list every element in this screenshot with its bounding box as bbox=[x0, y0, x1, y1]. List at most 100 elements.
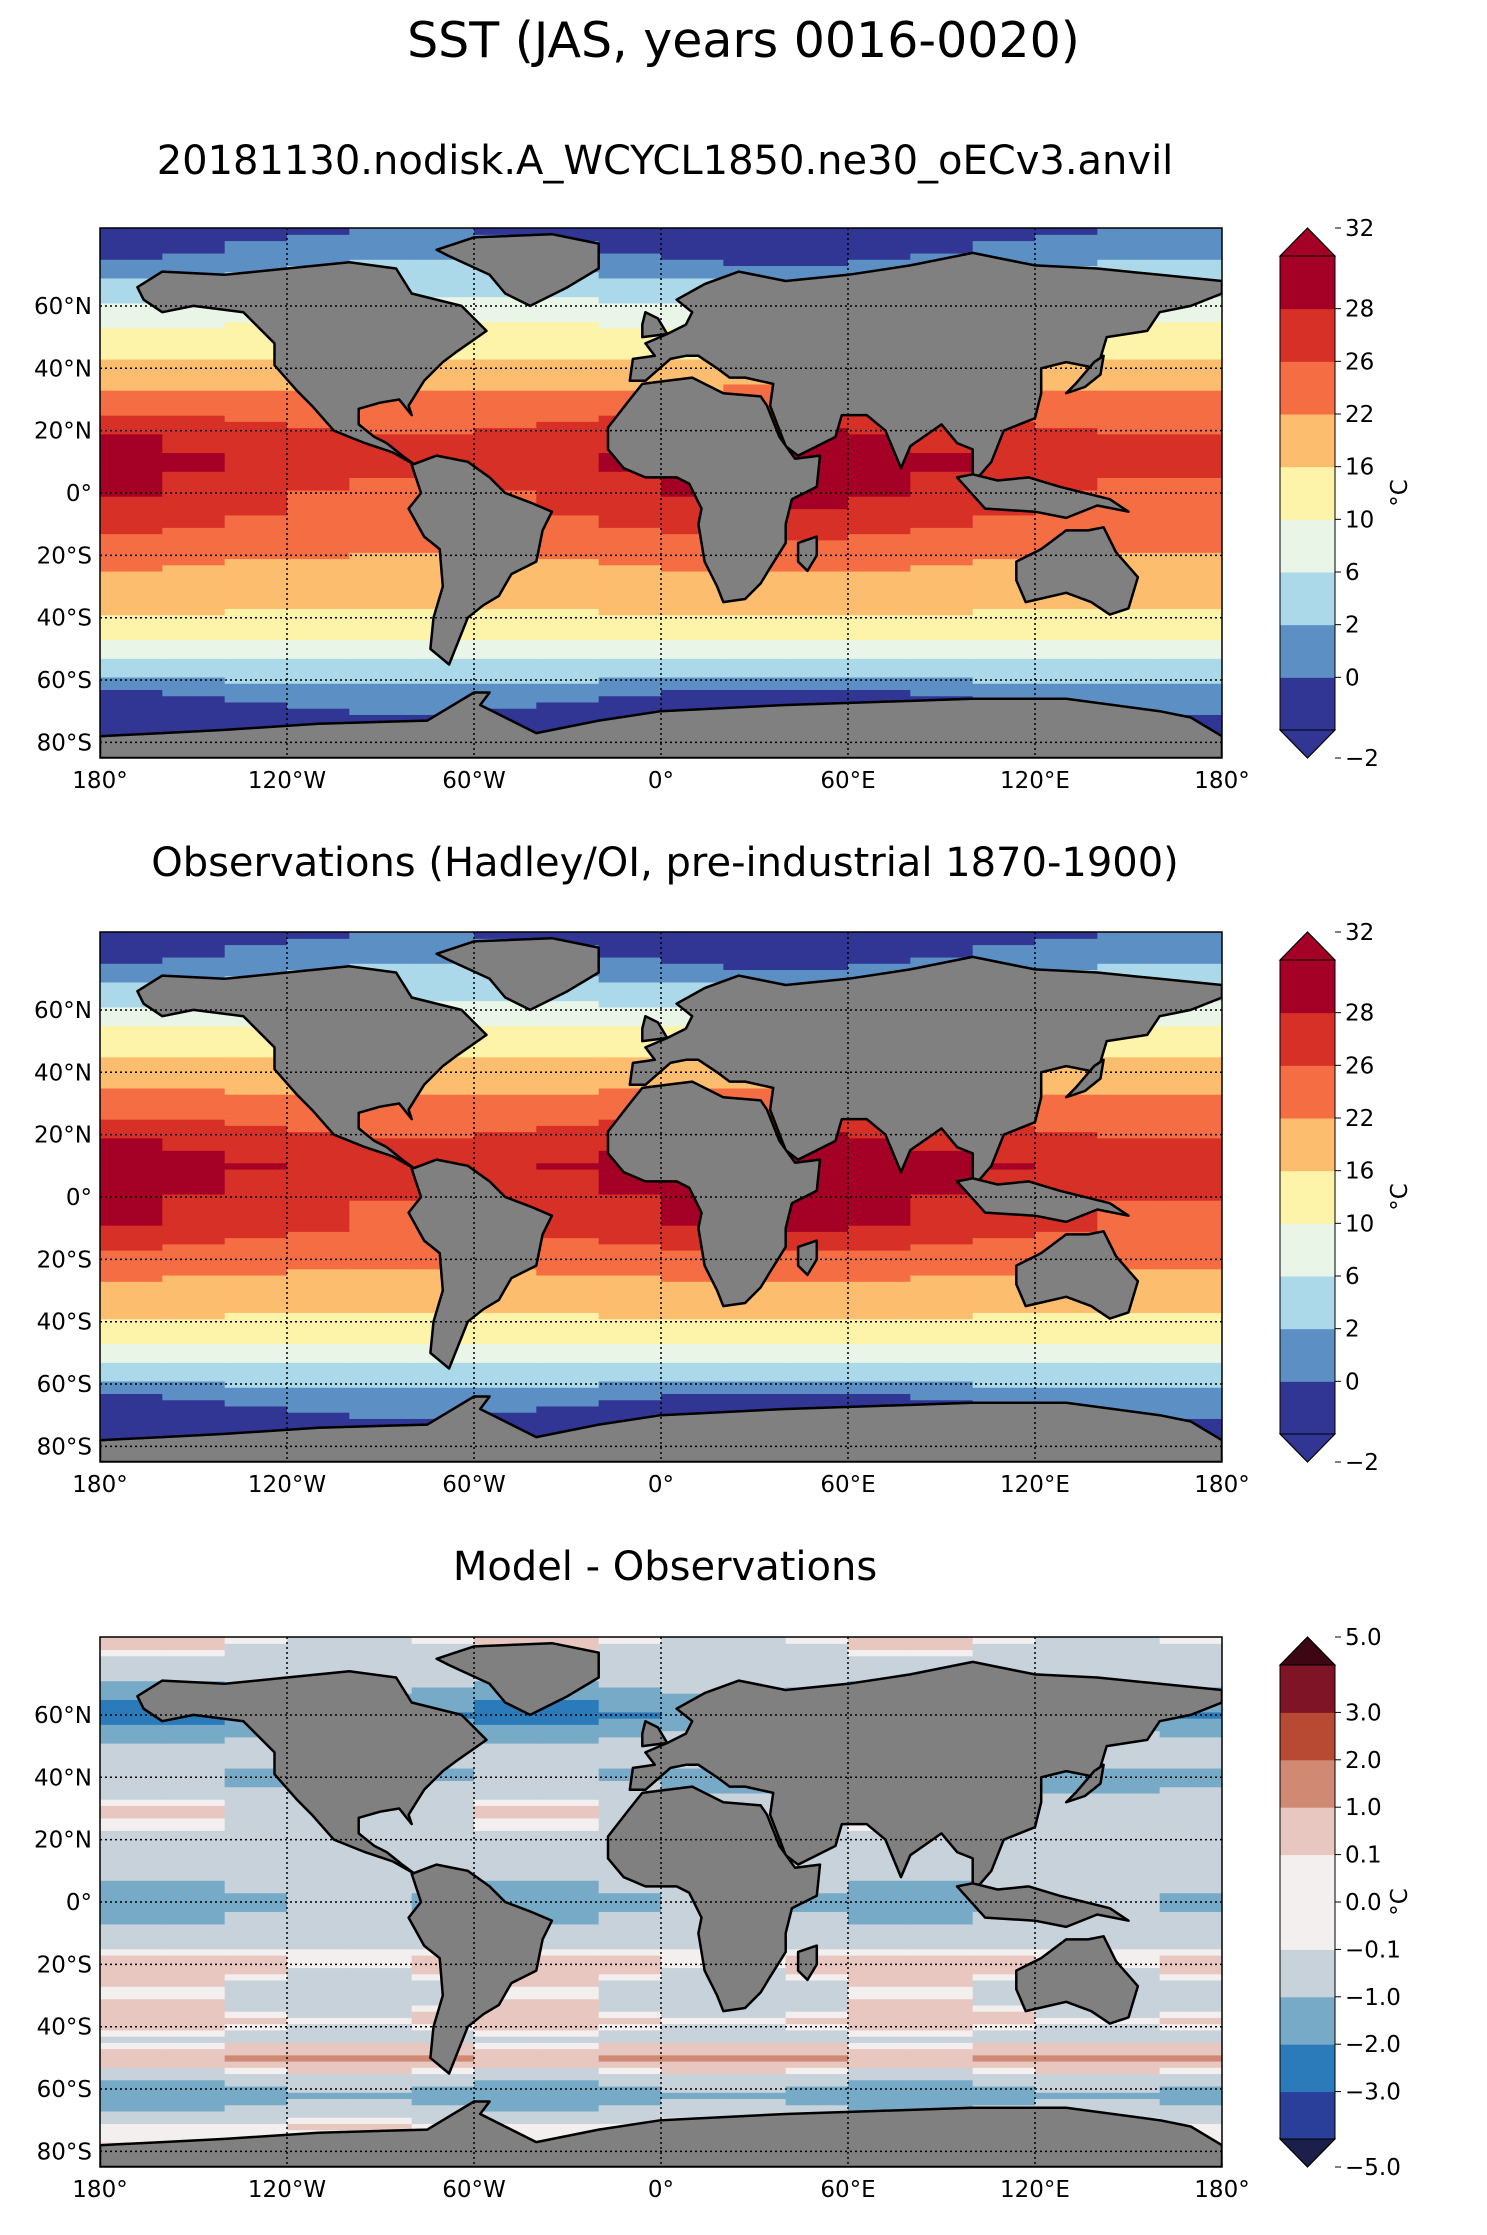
sst-cell bbox=[1097, 259, 1161, 267]
sst-cell bbox=[100, 1817, 163, 1825]
sst-cell bbox=[474, 1312, 537, 1320]
sst-cell bbox=[785, 1362, 849, 1370]
sst-cell bbox=[474, 2092, 537, 2100]
sst-cell bbox=[224, 1237, 288, 1245]
sst-cell bbox=[598, 1062, 662, 1070]
sst-cell bbox=[598, 321, 662, 329]
sst-cell bbox=[1097, 1743, 1161, 1750]
australia-land bbox=[1015, 1935, 1140, 2025]
sst-cell bbox=[474, 1343, 537, 1351]
sst-cell bbox=[1159, 1767, 1222, 1775]
sst-cell bbox=[224, 1144, 288, 1151]
sst-cell bbox=[100, 1299, 163, 1307]
sst-cell bbox=[224, 502, 288, 510]
sst-cell bbox=[910, 1137, 974, 1145]
sst-cell bbox=[287, 956, 350, 964]
sst-cell bbox=[1097, 1156, 1161, 1164]
sst-cell bbox=[224, 938, 288, 946]
sst-cell bbox=[848, 608, 911, 616]
sst-cell bbox=[910, 1892, 974, 1900]
sst-cell bbox=[661, 358, 724, 366]
sst-cell bbox=[162, 720, 226, 728]
sst-cell bbox=[224, 1637, 288, 1644]
sst-cell bbox=[723, 938, 787, 946]
sst-cell bbox=[287, 2048, 350, 2056]
sst-cell bbox=[848, 595, 911, 603]
sst-cell bbox=[972, 1973, 1036, 1981]
sst-cell bbox=[536, 2067, 600, 2075]
sst-cell bbox=[1097, 1405, 1161, 1413]
sst-cell bbox=[785, 1262, 849, 1270]
sst-cell bbox=[536, 1393, 600, 1401]
sst-cell bbox=[848, 1156, 911, 1164]
sst-cell bbox=[1159, 1175, 1222, 1183]
sst-cell bbox=[598, 1767, 662, 1775]
sst-cell bbox=[785, 1200, 849, 1207]
sst-cell bbox=[162, 1917, 226, 1925]
sst-cell bbox=[474, 1162, 537, 1170]
sst-cell bbox=[1097, 1231, 1161, 1239]
sst-cell bbox=[287, 1193, 350, 1201]
sst-cell bbox=[474, 1842, 537, 1850]
sst-cell bbox=[972, 1144, 1036, 1151]
sst-cell bbox=[162, 1013, 226, 1020]
sst-cell bbox=[1097, 1324, 1161, 1332]
sst-cell bbox=[1097, 2023, 1161, 2031]
colorbar-tick-label: −2 bbox=[1345, 746, 1379, 772]
sst-cell bbox=[1035, 1873, 1098, 1881]
sst-cell bbox=[972, 1156, 1036, 1164]
sst-cell bbox=[162, 1911, 226, 1919]
sst-cell bbox=[848, 1175, 911, 1183]
sst-cell bbox=[661, 633, 724, 641]
sst-cell bbox=[224, 1050, 288, 1058]
sst-cell bbox=[848, 627, 911, 634]
sst-cell bbox=[224, 1661, 288, 1669]
sst-cell bbox=[723, 633, 787, 641]
y-tick-label: 20°N bbox=[34, 1123, 92, 1149]
sst-cell bbox=[1097, 1181, 1161, 1189]
sst-cell bbox=[162, 1979, 226, 1987]
sst-cell bbox=[1035, 396, 1098, 404]
sst-cell bbox=[162, 2042, 226, 2050]
sst-cell bbox=[224, 1736, 288, 1744]
sst-cell bbox=[100, 1168, 163, 1176]
x-tick-label: 120°E bbox=[1000, 2177, 1070, 2203]
sst-cell bbox=[474, 1038, 537, 1045]
sst-cell bbox=[349, 1842, 413, 1850]
sst-cell bbox=[474, 1337, 537, 1345]
colorbar-extend-max bbox=[1278, 1636, 1337, 1666]
sst-cell bbox=[1097, 963, 1161, 971]
sst-cell bbox=[224, 1262, 288, 1270]
sst-cell bbox=[1159, 1761, 1222, 1769]
sst-cell bbox=[661, 2079, 724, 2087]
sst-cell bbox=[910, 2011, 974, 2018]
sst-cell bbox=[598, 1044, 662, 1052]
sst-cell bbox=[224, 1368, 288, 1376]
sst-cell bbox=[287, 427, 350, 435]
sst-cell bbox=[972, 595, 1036, 603]
sst-cell bbox=[349, 415, 413, 422]
sst-cell bbox=[349, 1168, 413, 1176]
x-tick-label: 60°W bbox=[442, 1472, 506, 1498]
sst-cell bbox=[1159, 558, 1222, 566]
sst-cell bbox=[224, 1356, 288, 1363]
sst-cell bbox=[910, 608, 974, 616]
sst-cell bbox=[411, 1069, 475, 1077]
sst-cell bbox=[598, 2029, 662, 2037]
sst-cell bbox=[474, 1106, 537, 1114]
sst-cell bbox=[349, 228, 413, 235]
sst-cell bbox=[661, 1243, 724, 1251]
sst-cell bbox=[162, 1655, 226, 1663]
sst-cell bbox=[287, 2023, 350, 2031]
sst-cell bbox=[224, 683, 288, 691]
sst-cell bbox=[411, 259, 475, 267]
sst-cell bbox=[224, 1942, 288, 1950]
sst-cell bbox=[411, 277, 475, 285]
sst-cell bbox=[411, 1817, 475, 1825]
sst-cell bbox=[661, 2036, 724, 2043]
sst-cell bbox=[848, 2029, 911, 2037]
sst-cell bbox=[1159, 938, 1222, 946]
sst-cell bbox=[661, 1986, 724, 1994]
sst-cell bbox=[1159, 421, 1222, 429]
sst-cell bbox=[536, 1362, 600, 1370]
